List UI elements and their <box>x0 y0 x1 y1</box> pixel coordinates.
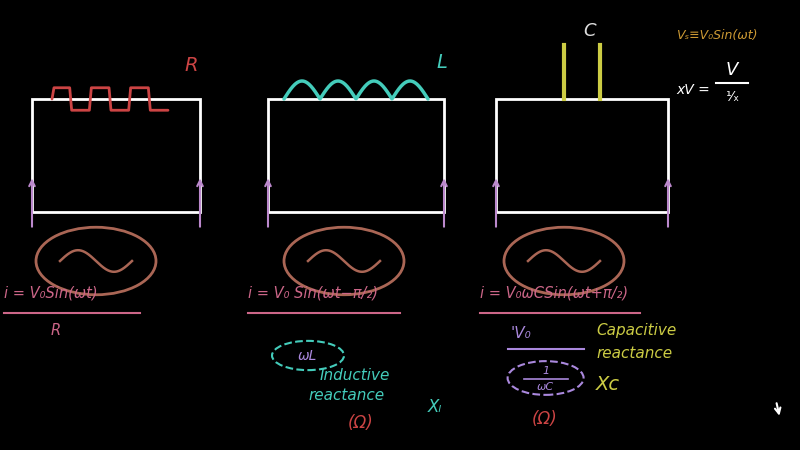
Text: reactance: reactance <box>596 346 672 361</box>
Text: R: R <box>51 323 61 338</box>
Text: reactance: reactance <box>308 388 384 404</box>
Text: 1: 1 <box>542 366 549 376</box>
Text: L: L <box>436 54 447 72</box>
Text: 'V₀: 'V₀ <box>510 325 531 341</box>
Text: Inductive: Inductive <box>320 368 390 383</box>
Text: R: R <box>184 56 198 75</box>
Text: Vₛ≡V₀Sin(ωt): Vₛ≡V₀Sin(ωt) <box>676 30 758 42</box>
Text: Xᴄ: Xᴄ <box>596 375 620 394</box>
Text: ωL: ωL <box>298 348 318 363</box>
Text: V: V <box>726 61 738 79</box>
Text: (Ω): (Ω) <box>348 414 374 432</box>
Text: C: C <box>584 22 596 40</box>
Text: i = V₀ωCSin(ωt+π/₂): i = V₀ωCSin(ωt+π/₂) <box>480 285 628 300</box>
Text: (Ω): (Ω) <box>532 410 558 427</box>
Text: xV =: xV = <box>676 83 710 97</box>
Text: Xₗ: Xₗ <box>428 398 442 416</box>
Text: i = V₀Sin(ωt): i = V₀Sin(ωt) <box>4 285 98 300</box>
Text: ωC: ωC <box>537 382 554 392</box>
Text: Capacitive: Capacitive <box>596 323 676 338</box>
Text: ¹⁄ₓ: ¹⁄ₓ <box>725 90 739 104</box>
Text: i = V₀ Sin(ωt−π/₂): i = V₀ Sin(ωt−π/₂) <box>248 285 378 300</box>
